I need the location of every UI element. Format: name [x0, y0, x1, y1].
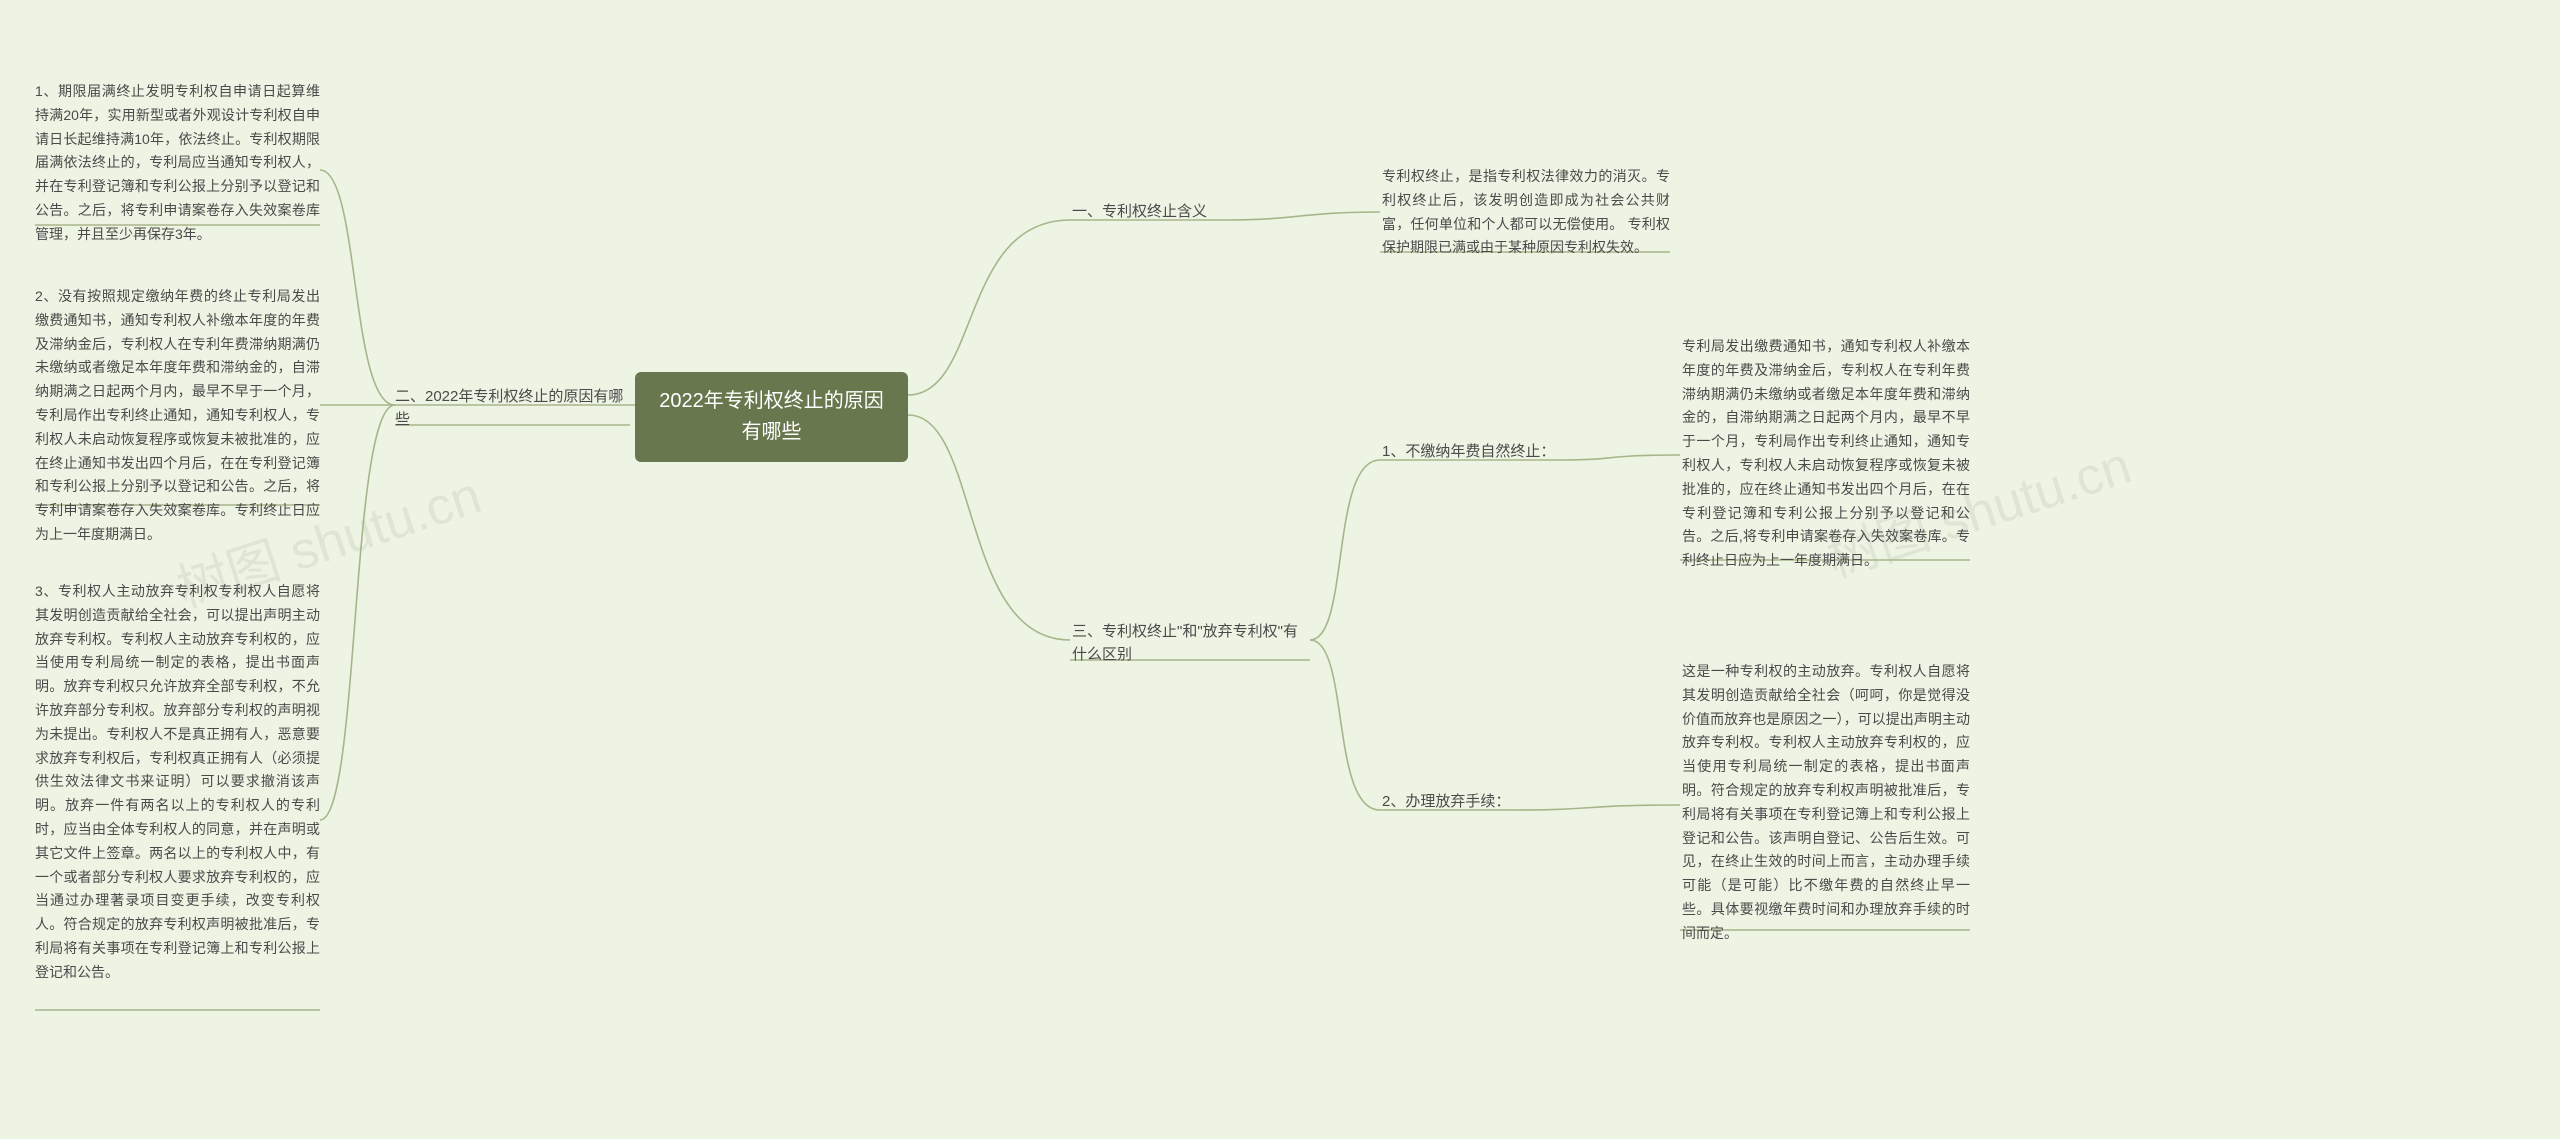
- branch-2-item3: 3、专利权人主动放弃专利权专利权人自愿将其发明创造贡献给全社会，可以提出声明主动…: [35, 580, 320, 985]
- branch-3-label: 三、专利权终止"和"放弃专利权"有什么区别: [1072, 620, 1310, 667]
- branch-1-label: 一、专利权终止含义: [1072, 200, 1207, 223]
- branch-1-leaf: 专利权终止，是指专利权法律效力的消灭。专利权终止后，该发明创造即成为社会公共财富…: [1382, 165, 1670, 260]
- connectors: [0, 0, 2560, 1139]
- center-node: 2022年专利权终止的原因 有哪些: [635, 372, 908, 462]
- branch-2-item2: 2、没有按照规定缴纳年费的终止专利局发出缴费通知书，通知专利权人补缴本年度的年费…: [35, 285, 320, 547]
- center-title-line1: 2022年专利权终止的原因: [659, 390, 884, 412]
- branch-2-label: 二、2022年专利权终止的原因有哪些: [395, 385, 635, 432]
- branch-3-item1-body: 专利局发出缴费通知书，通知专利权人补缴本年度的年费及滞纳金后，专利权人在专利年费…: [1682, 335, 1970, 573]
- branch-3-item1-title: 1、不缴纳年费自然终止：: [1382, 440, 1555, 463]
- branch-3-item2-title: 2、办理放弃手续：: [1382, 790, 1510, 813]
- mindmap-canvas: 树图 shutu.cn 树图 shutu.cn: [0, 0, 2560, 1139]
- branch-3-item2-body: 这是一种专利权的主动放弃。专利权人自愿将其发明创造贡献给全社会（呵呵，你是觉得没…: [1682, 660, 1970, 946]
- branch-2-item1: 1、期限届满终止发明专利权自申请日起算维持满20年，实用新型或者外观设计专利权自…: [35, 80, 320, 247]
- center-title-line2: 有哪些: [742, 421, 802, 443]
